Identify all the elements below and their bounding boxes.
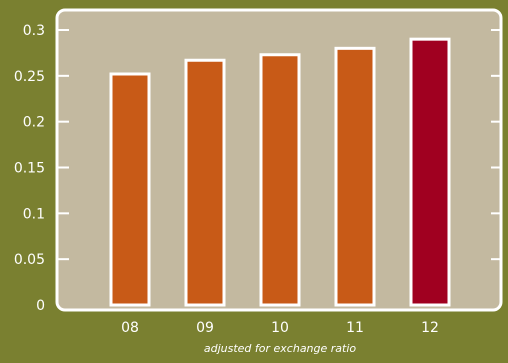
x-tick-label: 09: [196, 320, 214, 336]
bar-12: [409, 37, 451, 307]
y-tick-label: 0.3: [23, 23, 45, 39]
bar-09: [184, 58, 226, 307]
y-tick-label: 0: [36, 298, 45, 314]
bar-10: [259, 53, 301, 307]
chart-note: adjusted for exchange ratio: [204, 342, 357, 355]
x-tick-label: 11: [346, 320, 364, 336]
y-tick-label: 0.05: [14, 252, 45, 268]
y-axis: 0 0.05 0.1 0.15 0.2 0.25 0.3: [14, 23, 501, 314]
y-tick-label: 0.1: [23, 206, 45, 222]
bar-11: [334, 46, 376, 307]
bars: [109, 37, 451, 307]
y-tick-label: 0.15: [14, 161, 45, 177]
x-axis: 08 09 10 11 12: [121, 320, 439, 336]
x-tick-label: 12: [421, 320, 439, 336]
y-tick-label: 0.2: [23, 115, 45, 131]
x-tick-label: 08: [121, 320, 139, 336]
bar-08: [109, 72, 151, 307]
x-tick-label: 10: [271, 320, 289, 336]
y-tick-label: 0.25: [14, 69, 45, 85]
